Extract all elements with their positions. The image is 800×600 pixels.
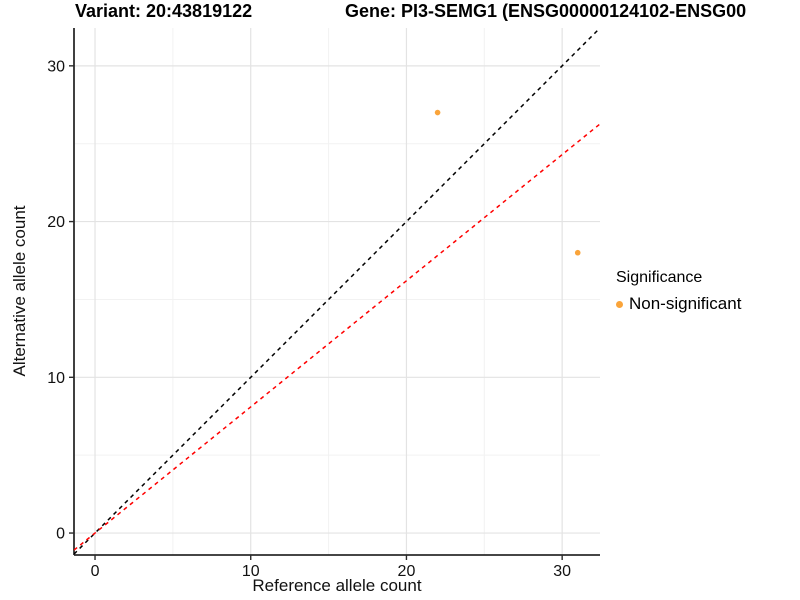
- x-tick-label: 0: [91, 563, 100, 580]
- data-point: [574, 249, 581, 256]
- expected-ratio-line: [74, 123, 600, 551]
- y-tick-label: 10: [47, 370, 65, 387]
- x-tick-label: 30: [553, 563, 571, 580]
- y-tick-label: 0: [56, 526, 65, 543]
- legend-item-non-significant: Non-significant: [616, 294, 741, 314]
- y-tick-label: 30: [47, 58, 65, 75]
- x-tick-label: 10: [242, 563, 260, 580]
- y-axis-title: Alternative allele count: [10, 205, 29, 377]
- identity-line: [74, 28, 600, 555]
- x-axis-title: Reference allele count: [252, 576, 422, 595]
- reference-lines: [74, 28, 600, 555]
- gene-title: Gene: PI3-SEMG1 (ENSG00000124102-ENSG00: [345, 1, 747, 21]
- y-tick-label: 20: [47, 214, 65, 231]
- legend: Significance Non-significant: [616, 269, 741, 314]
- x-tick-label: 20: [398, 563, 416, 580]
- legend-item-label: Non-significant: [629, 294, 742, 313]
- non-significant-point-icon: [616, 300, 623, 308]
- legend-title: Significance: [616, 269, 703, 286]
- data-point: [434, 109, 441, 116]
- variant-title: Variant: 20:43819122: [75, 1, 253, 21]
